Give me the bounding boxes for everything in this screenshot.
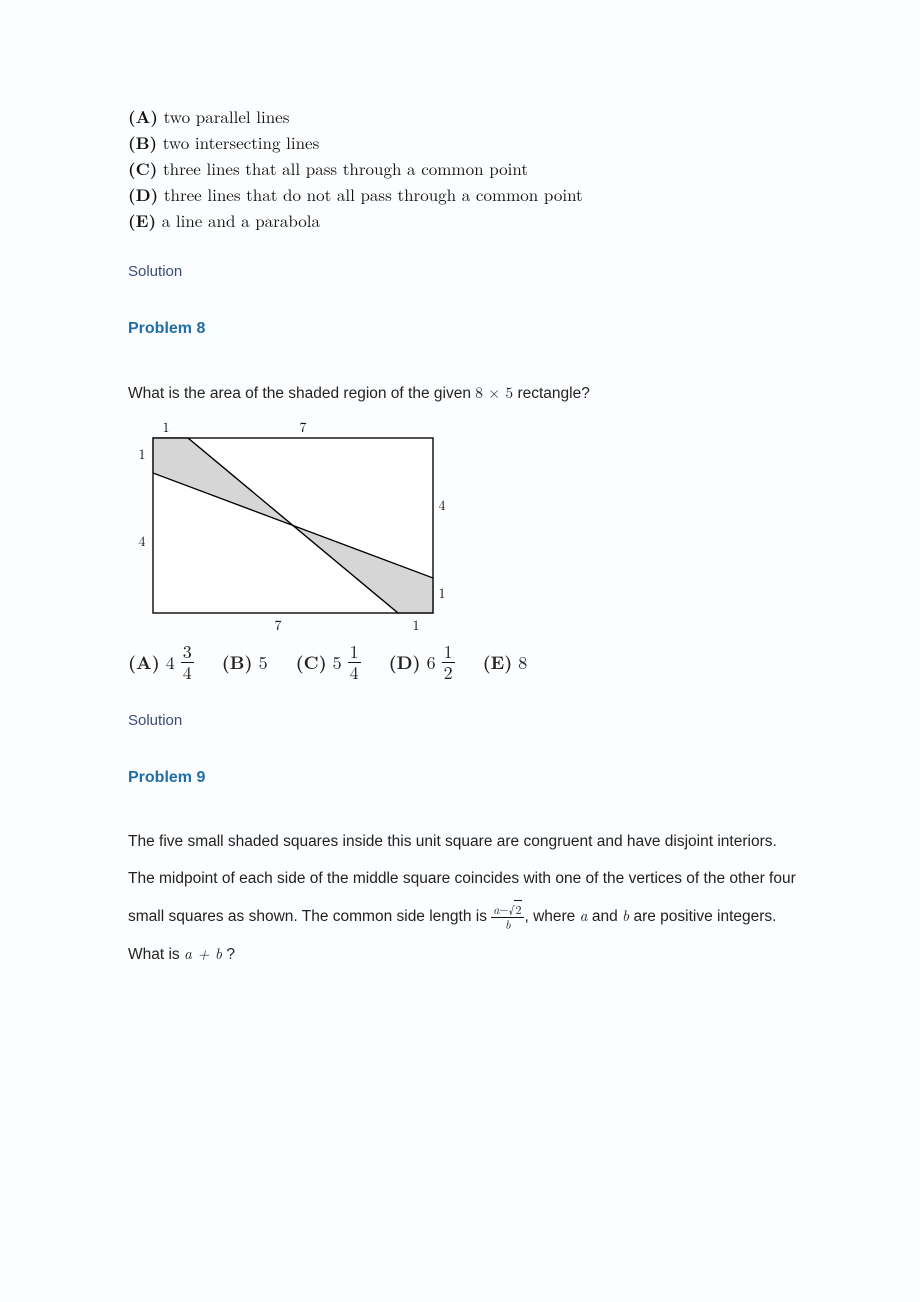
p9-heading: Problem 9 (128, 769, 805, 787)
answer-option: (E)8 (483, 650, 528, 675)
answer-option: (A)434 (128, 643, 194, 682)
choice-b: (B) two intersecting lines (128, 131, 805, 155)
choice-e: (E) a line and a parabola (128, 209, 805, 233)
answer-label: (E) (483, 650, 513, 675)
answer-option: (B)5 (222, 650, 268, 675)
choice-label: (D) (128, 183, 158, 207)
svg-text:1: 1 (163, 418, 170, 437)
p8-q-math: 8 × 5 (475, 382, 513, 403)
p9-frac-num: a−2 (491, 904, 524, 918)
p7-solution-link[interactable]: Solution (128, 263, 805, 280)
choice-label: (E) (128, 209, 156, 233)
svg-text:7: 7 (300, 418, 307, 437)
choice-text: three lines that all pass through a comm… (163, 156, 528, 180)
answer-label: (A) (128, 650, 160, 675)
p9-text-5: ? (222, 946, 235, 963)
svg-text:1: 1 (413, 615, 420, 633)
svg-text:1: 1 (439, 583, 446, 603)
answer-whole: 5 (333, 650, 342, 675)
choice-text: three lines that do not all pass through… (164, 182, 583, 206)
page: (A) two parallel lines (B) two intersect… (0, 0, 920, 1302)
svg-text:4: 4 (139, 531, 146, 551)
p8-diagram: 1 7 1 4 4 1 7 1 (128, 418, 448, 633)
answer-fraction: 34 (181, 643, 194, 682)
answer-fraction: 12 (442, 643, 455, 682)
choice-text: two parallel lines (164, 104, 290, 128)
answer-value: 8 (518, 650, 527, 675)
svg-text:7: 7 (275, 615, 282, 633)
choice-label: (A) (128, 105, 158, 129)
answer-label: (D) (389, 650, 421, 675)
choice-text: a line and a parabola (162, 208, 320, 232)
p9-frac-den: b (505, 918, 511, 931)
p9-frac: a−2b (491, 904, 524, 931)
p7-choices: (A) two parallel lines (B) two intersect… (128, 105, 805, 233)
choice-d: (D) three lines that do not all pass thr… (128, 183, 805, 207)
answer-option: (D)612 (389, 643, 455, 682)
p9-a: a (580, 905, 588, 926)
choice-label: (B) (128, 131, 157, 155)
p8-q-suffix: rectangle? (513, 385, 590, 402)
answer-label: (C) (296, 650, 327, 675)
answer-fraction: 14 (348, 643, 361, 682)
p8-q-prefix: What is the area of the shaded region of… (128, 385, 475, 402)
p9-ab: a + b (184, 943, 222, 964)
choice-text: two intersecting lines (163, 130, 320, 154)
p9-question: The five small shaded squares inside thi… (128, 823, 805, 974)
choice-c: (C) three lines that all pass through a … (128, 157, 805, 181)
svg-text:4: 4 (439, 495, 446, 515)
p8-answers: (A)434(B)5(C)514(D)612(E)8 (128, 643, 805, 682)
p8-heading: Problem 8 (128, 320, 805, 338)
answer-option: (C)514 (296, 643, 361, 682)
p9-text-3: and (588, 908, 622, 925)
answer-whole: 6 (427, 650, 436, 675)
p8-solution-link[interactable]: Solution (128, 712, 805, 729)
p8-question: What is the area of the shaded region of… (128, 374, 805, 412)
choice-label: (C) (128, 157, 157, 181)
answer-value: 5 (259, 650, 268, 675)
answer-whole: 4 (166, 650, 175, 675)
answer-label: (B) (222, 650, 253, 675)
p9-text-2: , where (524, 908, 579, 925)
svg-text:1: 1 (139, 444, 146, 464)
choice-a: (A) two parallel lines (128, 105, 805, 129)
